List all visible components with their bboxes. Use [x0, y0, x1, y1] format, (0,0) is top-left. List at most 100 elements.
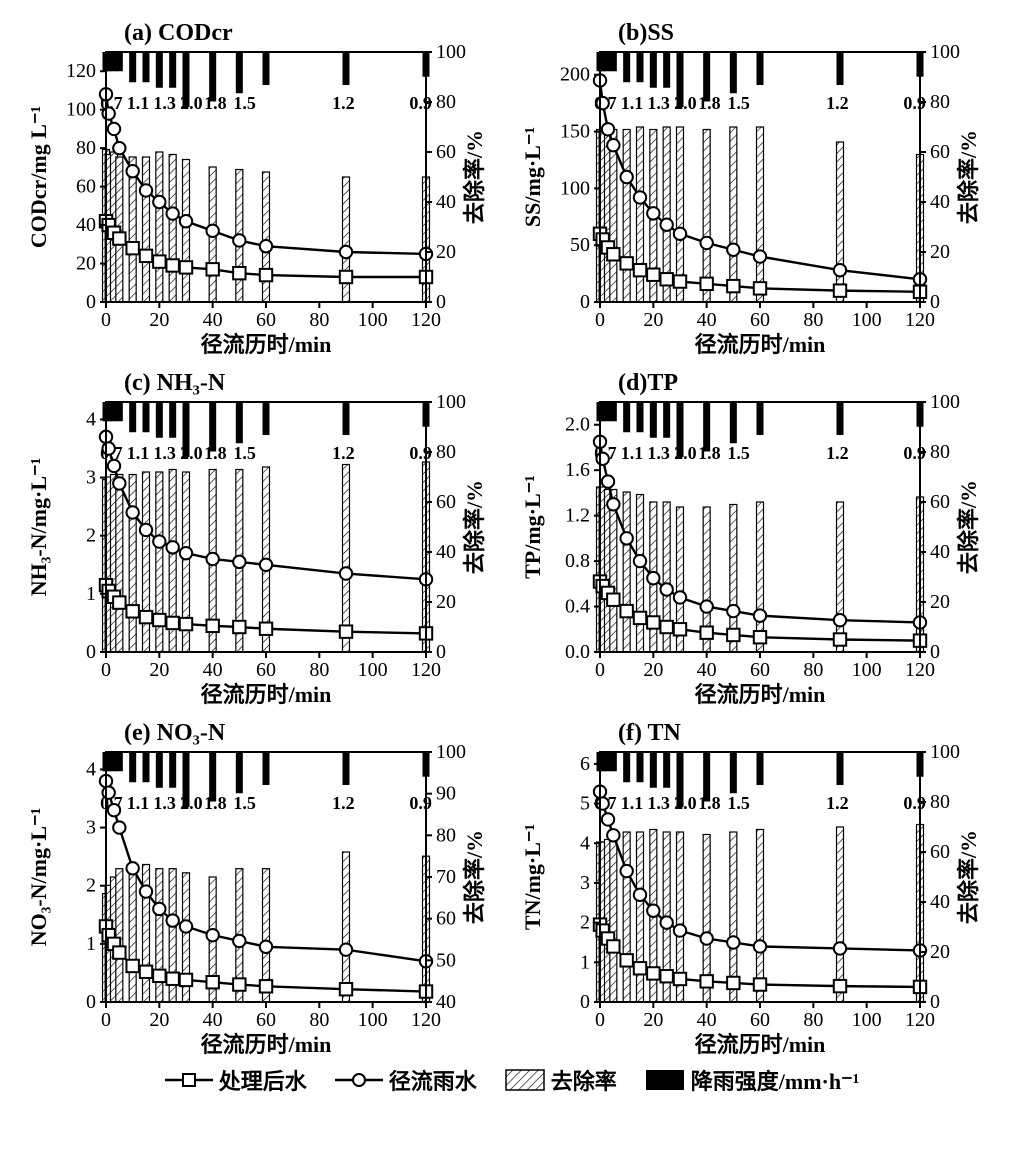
rain-label: 1.2: [826, 793, 849, 813]
rain-bar: [730, 752, 737, 793]
rain-bar: [650, 402, 657, 438]
r-tick-label: 80: [436, 824, 456, 846]
x-axis-label: 径流历时/min: [201, 332, 332, 357]
panel-title: (c) NH₃-N: [124, 370, 226, 396]
removal-bar: [837, 502, 844, 652]
rain-label: 0.9: [409, 793, 432, 813]
rain-bar: [343, 752, 350, 785]
x-tick-label: 80: [803, 1009, 823, 1031]
panel-d: 0.71.11.32.01.81.51.20.9020406080100120径…: [522, 368, 996, 708]
rain-label: 2.0: [180, 443, 203, 463]
r-tick-label: 0: [930, 991, 940, 1013]
r-tick-label: 80: [930, 441, 950, 463]
rain-bar: [623, 402, 630, 432]
y-tick-label: 0: [580, 991, 590, 1013]
rain-bar: [837, 402, 844, 435]
rain-bar: [650, 52, 657, 88]
y-axis-label: TN/mg·L⁻¹: [522, 824, 545, 930]
removal-bar: [703, 130, 710, 303]
rain-bar: [637, 52, 644, 82]
x-tick-label: 80: [803, 659, 823, 681]
r-tick-label: 60: [436, 141, 456, 163]
removal-bar: [623, 832, 630, 1002]
removal-bar: [610, 835, 617, 1003]
rain-label: 1.3: [153, 93, 176, 113]
rain-bar: [263, 752, 270, 785]
y-tick-label: 3: [86, 467, 96, 489]
rain-bar: [143, 752, 150, 782]
rain-label: 1.3: [647, 93, 670, 113]
rain-label: 1.2: [332, 443, 355, 463]
r-tick-label: 60: [930, 141, 950, 163]
x-tick-label: 60: [750, 309, 770, 331]
y-axis-label: NH₃-N/mg·L⁻¹: [28, 458, 51, 596]
y-tick-label: 3: [86, 817, 96, 839]
rain-bar: [169, 402, 176, 438]
rain-bar: [663, 402, 670, 438]
removal-bar: [837, 142, 844, 302]
x-tick-label: 0: [101, 309, 111, 331]
y-tick-label: 20: [76, 253, 96, 275]
rain-label: 1.2: [826, 443, 849, 463]
rain-label: 1.1: [127, 443, 150, 463]
rain-bar: [637, 402, 644, 432]
rain-bar: [837, 52, 844, 85]
r-tick-label: 0: [436, 291, 446, 313]
y-tick-label: 2: [86, 875, 96, 897]
y-tick-label: 4: [86, 408, 96, 430]
removal-bar: [129, 865, 136, 1003]
rain-label: 1.1: [127, 93, 150, 113]
legend-rain: 降雨强度/mm·h⁻¹: [645, 1064, 860, 1096]
x-tick-label: 60: [256, 1009, 276, 1031]
y-tick-label: 1.2: [565, 505, 590, 527]
rain-bar: [129, 52, 136, 82]
r-tick-label: 20: [930, 591, 950, 613]
x-tick-label: 60: [750, 659, 770, 681]
rain-label: 1.8: [204, 793, 227, 813]
removal-bar: [116, 869, 123, 1002]
r-axis-label: 去除率/%: [956, 480, 981, 574]
x-axis-label: 径流历时/min: [695, 1032, 826, 1057]
x-tick-label: 80: [803, 309, 823, 331]
rain-label: 1.5: [727, 93, 750, 113]
r-tick-label: 0: [930, 291, 940, 313]
rain-bar: [263, 402, 270, 435]
x-tick-label: 100: [852, 309, 882, 331]
rain-bar: [236, 402, 243, 443]
removal-bar: [343, 465, 350, 653]
removal-bar: [343, 852, 350, 1002]
x-axis-label: 径流历时/min: [201, 1032, 332, 1057]
x-tick-label: 20: [643, 659, 663, 681]
rain-bar: [610, 402, 617, 421]
y-tick-label: 6: [580, 753, 590, 775]
y-tick-label: 1.6: [565, 459, 590, 481]
rain-label: 1.1: [621, 793, 644, 813]
y-tick-label: 0: [86, 291, 96, 313]
legend-removal: 去除率: [505, 1064, 617, 1096]
rain-bar: [757, 402, 764, 435]
r-tick-label: 100: [436, 391, 466, 413]
panel-f: 0.71.11.32.01.81.51.20.9020406080100120径…: [522, 718, 996, 1058]
removal-bar: [637, 495, 644, 653]
rain-bar: [623, 752, 630, 782]
x-tick-label: 40: [697, 659, 717, 681]
rain-label: 1.3: [153, 443, 176, 463]
rain-bar: [610, 752, 617, 771]
panel-e: 0.71.11.32.01.81.51.20.9020406080100120径…: [28, 718, 502, 1058]
removal-bar: [129, 475, 136, 653]
r-tick-label: 0: [930, 641, 940, 663]
y-tick-label: 0.0: [565, 641, 590, 663]
y-axis-label: CODcr/mg L⁻¹: [28, 106, 51, 248]
rain-bar: [169, 752, 176, 788]
x-tick-label: 100: [852, 1009, 882, 1031]
r-tick-label: 80: [436, 441, 456, 463]
rain-bar: [236, 52, 243, 93]
r-tick-label: 20: [436, 241, 456, 263]
y-tick-label: 0: [580, 291, 590, 313]
rain-bar: [116, 52, 123, 71]
x-tick-label: 0: [101, 1009, 111, 1031]
r-tick-label: 60: [930, 841, 950, 863]
y-tick-label: 0.4: [565, 596, 590, 618]
r-axis-label: 去除率/%: [462, 130, 487, 224]
y-tick-label: 4: [86, 758, 96, 780]
